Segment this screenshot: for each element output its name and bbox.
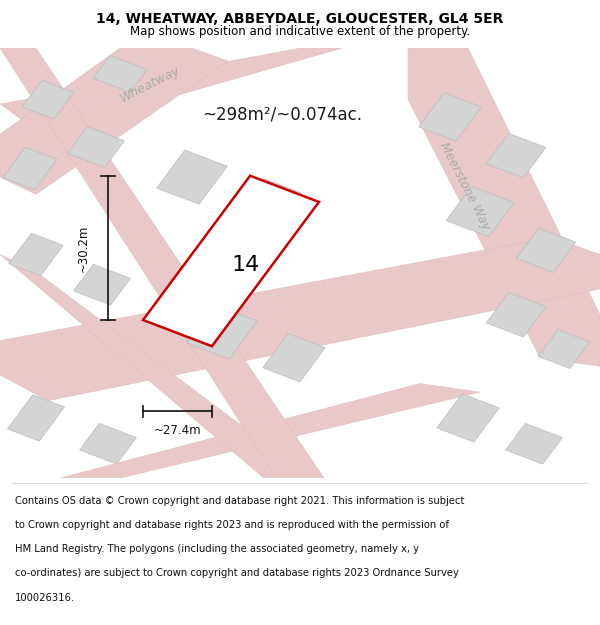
Polygon shape [263,334,325,382]
Polygon shape [68,127,124,168]
Polygon shape [516,228,576,272]
Text: ~298m²/~0.074ac.: ~298m²/~0.074ac. [202,106,362,124]
Text: Contains OS data © Crown copyright and database right 2021. This information is : Contains OS data © Crown copyright and d… [15,496,464,506]
Text: to Crown copyright and database rights 2023 and is reproduced with the permissio: to Crown copyright and database rights 2… [15,520,449,530]
Polygon shape [187,305,257,359]
Polygon shape [74,264,130,305]
Polygon shape [80,423,136,464]
Polygon shape [0,48,228,194]
Polygon shape [9,233,63,276]
Text: co-ordinates) are subject to Crown copyright and database rights 2023 Ordnance S: co-ordinates) are subject to Crown copyr… [15,569,459,579]
Polygon shape [0,48,342,134]
Polygon shape [437,394,499,442]
Polygon shape [60,384,480,478]
Polygon shape [157,150,227,204]
Text: 14: 14 [232,255,260,275]
Polygon shape [239,179,301,227]
Text: 14, WHEATWAY, ABBEYDALE, GLOUCESTER, GL4 5ER: 14, WHEATWAY, ABBEYDALE, GLOUCESTER, GL4… [97,12,503,26]
Polygon shape [446,186,514,237]
Text: Map shows position and indicative extent of the property.: Map shows position and indicative extent… [130,24,470,38]
Polygon shape [7,395,65,441]
Text: Meerstone Way: Meerstone Way [437,139,493,232]
Polygon shape [408,48,600,366]
Polygon shape [419,92,481,141]
Text: ~30.2m: ~30.2m [76,224,89,271]
Polygon shape [3,148,57,190]
Text: 100026316.: 100026316. [15,592,75,602]
Polygon shape [0,254,312,478]
Polygon shape [0,238,600,401]
Text: HM Land Registry. The polygons (including the associated geometry, namely x, y: HM Land Registry. The polygons (includin… [15,544,419,554]
Polygon shape [486,133,546,178]
Text: Wheatway: Wheatway [118,64,182,106]
Polygon shape [486,292,546,337]
Polygon shape [0,48,324,478]
Polygon shape [22,81,74,119]
Polygon shape [506,423,562,464]
Text: ~27.4m: ~27.4m [154,424,201,438]
Polygon shape [93,56,147,92]
Polygon shape [538,330,590,369]
Polygon shape [143,176,319,346]
